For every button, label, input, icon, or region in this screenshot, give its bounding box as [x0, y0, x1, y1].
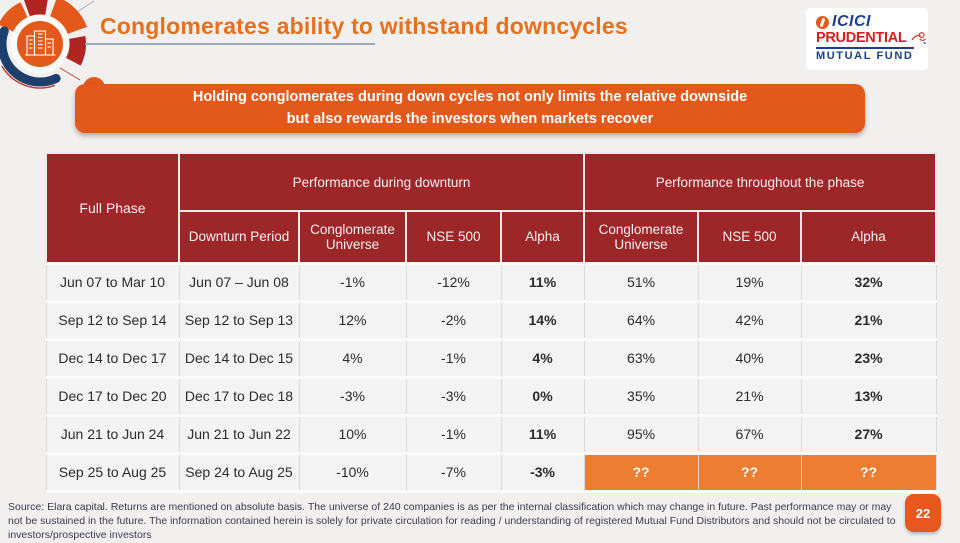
cell-dd-conglomerate: -3%	[298, 375, 407, 417]
icici-leaf-icon	[816, 15, 829, 29]
key-message-banner: Holding conglomerates during down cycles…	[75, 84, 865, 133]
cell-ph-alpha: 27%	[800, 413, 937, 455]
header-downturn-period: Downturn Period	[178, 210, 300, 264]
cell-dd-nse500: -2%	[405, 299, 502, 341]
cell-full-phase: Dec 17 to Dec 20	[45, 375, 180, 417]
logo-divider	[816, 47, 914, 49]
cell-ph-conglomerate-unknown: ??	[583, 451, 699, 493]
cell-dd-alpha: 14%	[500, 299, 585, 341]
cell-dd-conglomerate: -1%	[298, 261, 407, 303]
cell-dd-nse500: -12%	[405, 261, 502, 303]
cell-dd-nse500: -1%	[405, 413, 502, 455]
cell-dd-alpha: 11%	[500, 413, 585, 455]
cell-downturn-period: Sep 12 to Sep 13	[178, 299, 300, 341]
brand-logo-line3: MUTUAL FUND	[816, 50, 914, 62]
buildings-icon	[25, 30, 56, 56]
cell-dd-conglomerate: 4%	[298, 337, 407, 379]
cell-dd-conglomerate: 12%	[298, 299, 407, 341]
cell-ph-alpha: 23%	[800, 337, 937, 379]
brand-logo: ICICI PRUDENTIAL MUTUAL FUND	[806, 8, 928, 70]
header-group-downturn: Performance during downturn	[177, 152, 586, 212]
cell-ph-conglomerate: 51%	[583, 261, 699, 303]
cell-downturn-period: Sep 24 to Aug 25	[178, 451, 300, 493]
cell-full-phase: Jun 07 to Mar 10	[45, 261, 180, 303]
cell-downturn-period: Jun 21 to Jun 22	[178, 413, 300, 455]
cell-ph-nse500: 21%	[697, 375, 802, 417]
cell-ph-conglomerate: 35%	[583, 375, 699, 417]
table-row: Jun 07 to Mar 10 Jun 07 – Jun 08 -1% -12…	[45, 261, 937, 303]
cell-full-phase: Dec 14 to Dec 17	[45, 337, 180, 379]
source-disclaimer: Source: Elara capital. Returns are menti…	[8, 501, 896, 541]
cell-dd-alpha: 11%	[500, 261, 585, 303]
header-group-phase: Performance throughout the phase	[583, 152, 938, 212]
cell-ph-alpha: 21%	[800, 299, 937, 341]
table-row: Dec 14 to Dec 17 Dec 14 to Dec 15 4% -1%…	[45, 337, 937, 379]
table-row: Sep 25 to Aug 25 Sep 24 to Aug 25 -10% -…	[45, 451, 937, 493]
cell-downturn-period: Dec 14 to Dec 15	[178, 337, 300, 379]
cell-ph-alpha: 32%	[800, 261, 937, 303]
cell-ph-nse500: 40%	[697, 337, 802, 379]
cell-dd-alpha: 4%	[500, 337, 585, 379]
header-conglomerate-universe-2: Conglomerate Universe	[583, 210, 700, 264]
cell-ph-conglomerate: 63%	[583, 337, 699, 379]
header-conglomerate-universe-1: Conglomerate Universe	[298, 210, 407, 264]
brand-logo-line2: PRUDENTIAL	[816, 30, 907, 46]
cell-dd-nse500: -7%	[405, 451, 502, 493]
cell-ph-alpha: 13%	[800, 375, 937, 417]
cell-dd-conglomerate: -10%	[298, 451, 407, 493]
table-row: Dec 17 to Dec 20 Dec 17 to Dec 18 -3% -3…	[45, 375, 937, 417]
cell-downturn-period: Dec 17 to Dec 18	[178, 375, 300, 417]
cell-downturn-period: Jun 07 – Jun 08	[178, 261, 300, 303]
cell-full-phase: Sep 12 to Sep 14	[45, 299, 180, 341]
page-number-badge: 22	[905, 494, 941, 532]
cell-ph-nse500-unknown: ??	[697, 451, 802, 493]
header-alpha-2: Alpha	[800, 210, 938, 264]
table-row: Sep 12 to Sep 14 Sep 12 to Sep 13 12% -2…	[45, 299, 937, 341]
table-row: Jun 21 to Jun 24 Jun 21 to Jun 22 10% -1…	[45, 413, 937, 455]
header-full-phase: Full Phase	[45, 152, 180, 264]
cell-ph-nse500: 42%	[697, 299, 802, 341]
cell-ph-conglomerate: 95%	[583, 413, 699, 455]
cell-ph-alpha-unknown: ??	[800, 451, 937, 493]
header-nse500-2: NSE 500	[697, 210, 803, 264]
cell-dd-nse500: -3%	[405, 375, 502, 417]
page-title: Conglomerates ability to withstand downc…	[100, 13, 628, 39]
cell-dd-conglomerate: 10%	[298, 413, 407, 455]
banner-line1: Holding conglomerates during down cycles…	[192, 89, 748, 106]
cell-full-phase: Sep 25 to Aug 25	[45, 451, 180, 493]
header-nse500-1: NSE 500	[405, 210, 502, 264]
header-alpha-1: Alpha	[499, 210, 586, 264]
cell-ph-conglomerate: 64%	[583, 299, 699, 341]
brand-logo-line1: ICICI	[832, 13, 871, 30]
title-underline	[85, 43, 375, 45]
performance-table: Full Phase Performance during downturn P…	[45, 152, 938, 493]
banner-line2: but also rewards the investors when mark…	[286, 110, 654, 127]
cell-ph-nse500: 67%	[697, 413, 802, 455]
cell-dd-nse500: -1%	[405, 337, 502, 379]
cell-full-phase: Jun 21 to Jun 24	[45, 413, 180, 455]
cell-dd-alpha: 0%	[500, 375, 585, 417]
cell-ph-nse500: 19%	[697, 261, 802, 303]
prudential-figure-icon	[911, 32, 927, 45]
cell-dd-alpha: -3%	[500, 451, 585, 493]
